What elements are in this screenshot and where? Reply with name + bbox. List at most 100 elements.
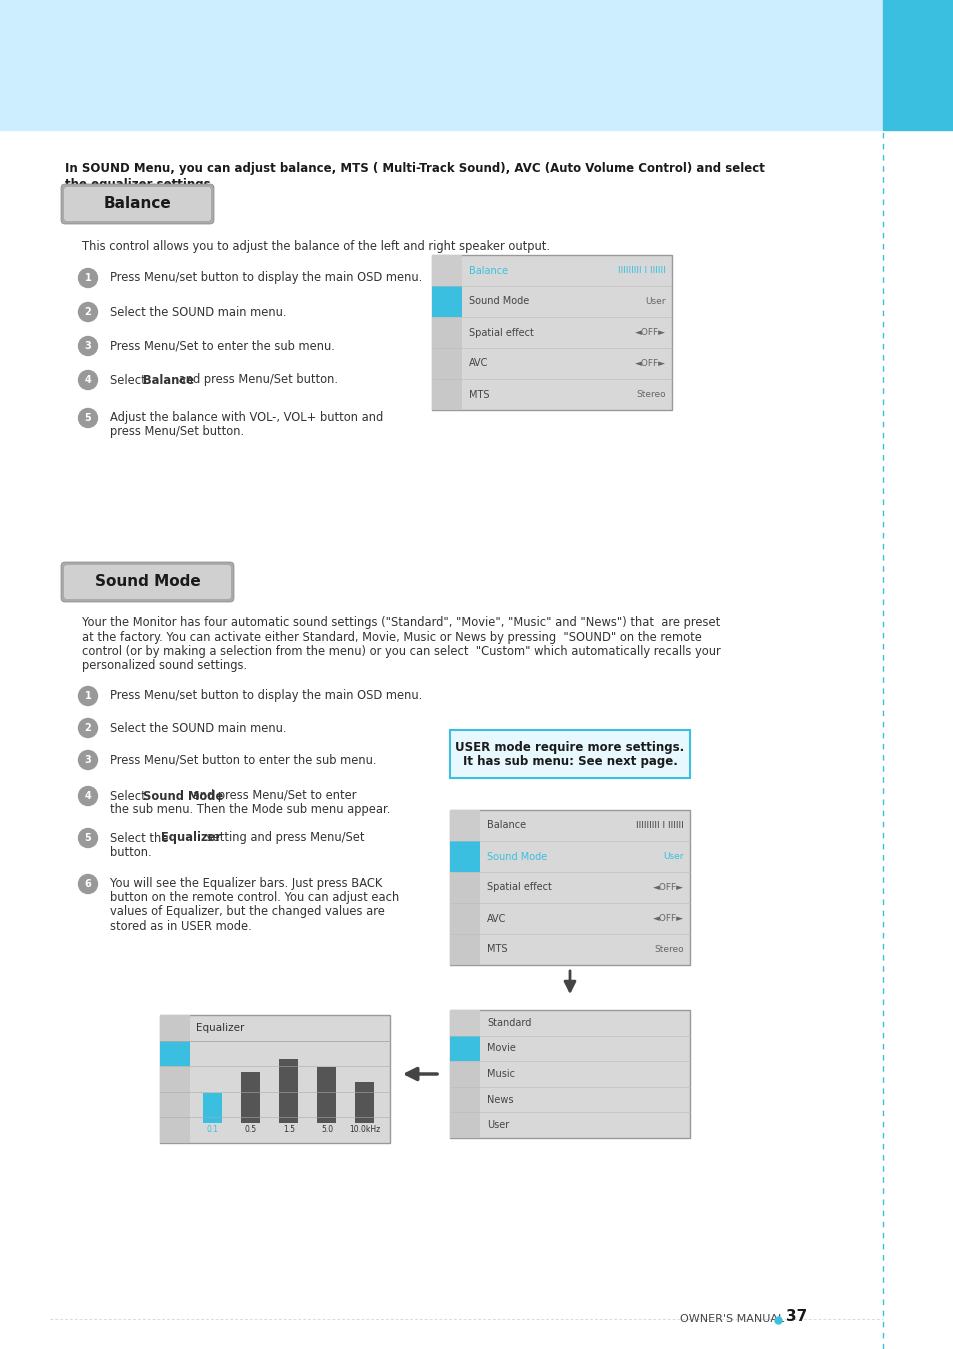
Text: AVC: AVC (486, 913, 506, 924)
Text: 1.5: 1.5 (283, 1125, 294, 1135)
Circle shape (78, 336, 97, 356)
Text: Balance: Balance (104, 197, 172, 212)
Text: 5: 5 (85, 413, 91, 424)
Text: 3: 3 (85, 755, 91, 765)
FancyBboxPatch shape (64, 188, 211, 221)
Bar (160, 1014, 390, 1143)
Text: Select: Select (110, 789, 150, 803)
Text: and press Menu/Set button.: and press Menu/Set button. (175, 374, 337, 387)
Bar (160, 1040, 190, 1066)
Text: Stereo: Stereo (654, 946, 683, 954)
Text: 5: 5 (85, 832, 91, 843)
Circle shape (78, 409, 97, 428)
Bar (432, 317, 461, 348)
Text: Movie: Movie (486, 1043, 516, 1054)
Text: stored as in USER mode.: stored as in USER mode. (110, 920, 252, 932)
Text: personalized sound settings.: personalized sound settings. (82, 660, 247, 673)
Text: 1: 1 (85, 691, 91, 701)
Text: MTS: MTS (469, 390, 489, 399)
Text: Sound Mode: Sound Mode (486, 851, 547, 862)
Text: Select the SOUND main menu.: Select the SOUND main menu. (110, 305, 286, 318)
Text: 0.1: 0.1 (207, 1125, 219, 1135)
Text: 4: 4 (85, 375, 91, 384)
Bar (432, 255, 671, 410)
FancyBboxPatch shape (61, 183, 213, 224)
Text: In SOUND Menu, you can adjust balance, MTS ( Multi-Track Sound), AVC (Auto Volum: In SOUND Menu, you can adjust balance, M… (65, 162, 764, 175)
Text: ◄OFF►: ◄OFF► (635, 359, 665, 368)
Bar (450, 1087, 479, 1113)
Text: Select: Select (110, 374, 150, 387)
Text: IIIIIIIII I IIIIII: IIIIIIIII I IIIIII (636, 822, 683, 830)
Bar (160, 1014, 190, 1143)
FancyBboxPatch shape (64, 565, 231, 599)
Bar (317, 1067, 336, 1122)
Bar (432, 286, 461, 317)
Text: AVC: AVC (469, 359, 488, 368)
Text: press Menu/Set button.: press Menu/Set button. (110, 425, 244, 438)
Circle shape (78, 786, 97, 805)
Bar (432, 348, 461, 379)
Text: the sub menu. Then the Mode sub menu appear.: the sub menu. Then the Mode sub menu app… (110, 804, 390, 816)
Circle shape (78, 828, 97, 847)
Text: 5.0: 5.0 (320, 1125, 333, 1135)
Text: You will see the Equalizer bars. Just press BACK: You will see the Equalizer bars. Just pr… (110, 877, 382, 890)
Text: setting and press Menu/Set: setting and press Menu/Set (203, 831, 364, 844)
Text: Select the SOUND main menu.: Select the SOUND main menu. (110, 722, 286, 734)
Bar (450, 902, 479, 934)
Bar (279, 1059, 298, 1122)
Circle shape (78, 268, 97, 287)
Text: This control allows you to adjust the balance of the left and right speaker outp: This control allows you to adjust the ba… (82, 240, 550, 254)
Text: Sound Mode: Sound Mode (94, 575, 200, 590)
Bar (450, 1010, 479, 1036)
Text: 6: 6 (85, 880, 91, 889)
Bar (882, 0, 953, 130)
Text: IIIIIIIII I IIIIII: IIIIIIIII I IIIIII (618, 266, 665, 275)
Bar (450, 809, 479, 840)
Text: Standard: Standard (486, 1017, 531, 1028)
Text: Press Menu/Set button to enter the sub menu.: Press Menu/Set button to enter the sub m… (110, 754, 376, 766)
Text: at the factory. You can activate either Standard, Movie, Music or News by pressi: at the factory. You can activate either … (82, 630, 701, 643)
Text: and press Menu/Set to enter: and press Menu/Set to enter (189, 789, 356, 803)
Text: Press Menu/set button to display the main OSD menu.: Press Menu/set button to display the mai… (110, 271, 422, 285)
Text: Equalizer: Equalizer (195, 1023, 244, 1033)
Text: control (or by making a selection from the menu) or you can select  "Custom" whi: control (or by making a selection from t… (82, 645, 720, 658)
Bar (450, 934, 479, 965)
Text: 10.0kHz: 10.0kHz (349, 1125, 380, 1135)
Text: Stereo: Stereo (636, 390, 665, 399)
Text: Spatial effect: Spatial effect (469, 328, 534, 337)
Text: 1: 1 (85, 272, 91, 283)
Bar (432, 255, 461, 286)
Text: the equalizer settings.: the equalizer settings. (65, 178, 215, 192)
Text: OWNER'S MANUAL: OWNER'S MANUAL (679, 1314, 783, 1323)
Text: Adjust the balance with VOL-, VOL+ button and: Adjust the balance with VOL-, VOL+ butto… (110, 411, 383, 425)
Bar (0, 0, 882, 130)
Bar (450, 1113, 479, 1139)
Text: Spatial effect: Spatial effect (486, 882, 551, 893)
Text: User: User (662, 853, 683, 861)
Text: 4: 4 (85, 791, 91, 801)
Text: Balance: Balance (486, 820, 525, 831)
Text: ◄OFF►: ◄OFF► (652, 915, 683, 923)
Text: News: News (486, 1094, 513, 1105)
Text: Press Menu/Set to enter the sub menu.: Press Menu/Set to enter the sub menu. (110, 340, 335, 352)
Text: 2: 2 (85, 723, 91, 733)
Bar (450, 1036, 479, 1062)
Text: Music: Music (486, 1068, 515, 1079)
Circle shape (78, 302, 97, 321)
Text: values of Equalizer, but the changed values are: values of Equalizer, but the changed val… (110, 905, 384, 919)
Text: User: User (486, 1120, 509, 1130)
Bar (355, 1082, 375, 1122)
FancyBboxPatch shape (61, 563, 233, 602)
Text: Equalizer: Equalizer (161, 831, 221, 844)
Circle shape (78, 719, 97, 738)
Bar (450, 871, 479, 902)
Text: Sound Mode: Sound Mode (469, 297, 529, 306)
Text: button on the remote control. You can adjust each: button on the remote control. You can ad… (110, 892, 399, 904)
Text: USER mode require more settings.: USER mode require more settings. (455, 742, 684, 754)
Text: Balance: Balance (142, 374, 193, 387)
Circle shape (78, 750, 97, 769)
Bar (450, 809, 689, 965)
Circle shape (78, 687, 97, 706)
Text: Select the: Select the (110, 831, 172, 844)
Circle shape (78, 874, 97, 893)
